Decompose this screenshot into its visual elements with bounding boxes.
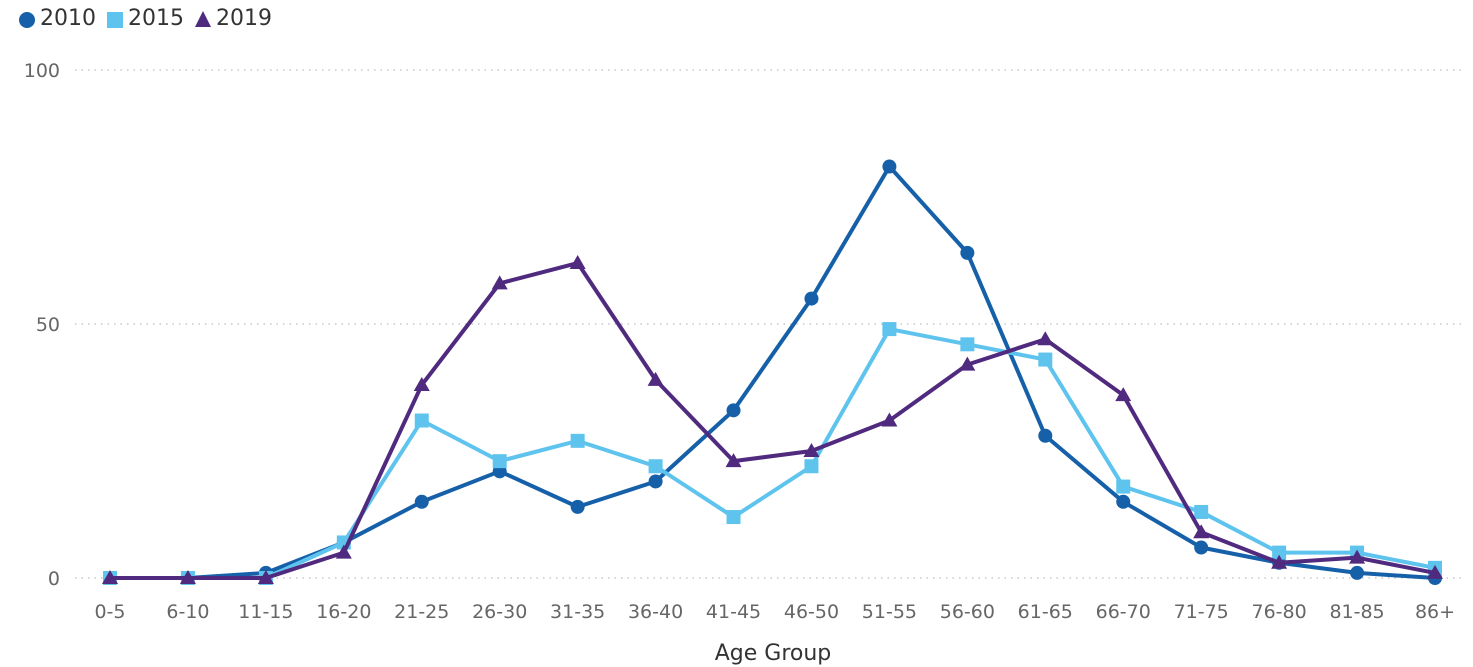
data-point[interactable]: [1194, 504, 1209, 519]
data-point[interactable]: [804, 459, 819, 474]
data-point[interactable]: [1038, 428, 1053, 443]
data-point[interactable]: [882, 322, 897, 337]
data-point[interactable]: [335, 544, 352, 559]
x-tick-label: 21-25: [394, 601, 449, 623]
series-2019: [102, 255, 1443, 584]
gridlines: [75, 69, 1465, 579]
x-tick-label: 6-10: [166, 601, 209, 623]
data-point[interactable]: [1350, 565, 1365, 580]
data-point[interactable]: [1272, 545, 1287, 560]
legend: 2010 2015 2019: [18, 6, 272, 31]
data-point[interactable]: [881, 412, 898, 427]
data-point[interactable]: [959, 356, 976, 371]
data-point[interactable]: [804, 291, 819, 306]
x-tick-label: 26-30: [472, 601, 527, 623]
data-point[interactable]: [882, 159, 897, 174]
data-point[interactable]: [570, 499, 585, 514]
series-line: [110, 327, 1436, 580]
legend-item-2019[interactable]: 2019: [194, 6, 272, 31]
data-point[interactable]: [1037, 331, 1054, 346]
series-2010: [103, 159, 1442, 585]
series-2015: [103, 322, 1442, 585]
x-tick-label: 36-40: [628, 601, 683, 623]
x-tick-label: 0-5: [94, 601, 125, 623]
data-point[interactable]: [414, 413, 429, 428]
series-line: [110, 261, 1436, 580]
data-point[interactable]: [570, 433, 585, 448]
data-point[interactable]: [648, 459, 663, 474]
data-point[interactable]: [726, 403, 741, 418]
x-tick-label: 86+: [1415, 601, 1455, 623]
series-group: [102, 159, 1443, 585]
x-tick-label: 66-70: [1096, 601, 1151, 623]
square-marker-icon: [107, 11, 123, 28]
x-tick-label: 46-50: [784, 601, 839, 623]
legend-label-2019: 2019: [216, 6, 272, 31]
legend-item-2015[interactable]: 2015: [106, 6, 184, 31]
y-tick-label: 100: [24, 60, 60, 82]
data-point[interactable]: [1194, 540, 1209, 555]
triangle-marker-icon: [195, 10, 211, 27]
data-point[interactable]: [492, 454, 507, 469]
data-point[interactable]: [179, 570, 196, 584]
data-point[interactable]: [414, 494, 429, 509]
x-tick-label: 16-20: [316, 601, 371, 623]
x-tick-label: 56-60: [940, 601, 995, 623]
x-tick-label: 11-15: [238, 601, 293, 623]
data-point[interactable]: [102, 570, 118, 584]
x-axis-ticks: 0-5 6-10 11-15 16-20 21-25 26-30 31-35 36-40 41-…: [94, 601, 1455, 623]
x-tick-label: 41-45: [706, 601, 761, 623]
data-point[interactable]: [725, 453, 742, 468]
y-axis-ticks: 0 50 100: [24, 60, 60, 590]
series-line: [110, 164, 1436, 580]
data-point[interactable]: [1115, 387, 1132, 402]
x-tick-label: 71-75: [1174, 601, 1229, 623]
data-point[interactable]: [726, 510, 741, 525]
x-tick-label: 31-35: [550, 601, 605, 623]
x-tick-label: 81-85: [1329, 601, 1384, 623]
data-point[interactable]: [1038, 352, 1053, 367]
data-point[interactable]: [569, 255, 586, 270]
data-point[interactable]: [1271, 554, 1288, 569]
data-point[interactable]: [1116, 479, 1131, 494]
x-tick-label: 51-55: [862, 601, 917, 623]
data-point[interactable]: [491, 275, 508, 290]
data-point[interactable]: [960, 245, 975, 260]
legend-label-2010: 2010: [40, 6, 96, 31]
data-point[interactable]: [413, 376, 430, 391]
legend-label-2015: 2015: [128, 6, 184, 31]
data-point[interactable]: [1349, 549, 1366, 564]
data-point[interactable]: [257, 570, 274, 584]
data-point[interactable]: [960, 337, 975, 352]
data-point[interactable]: [1427, 564, 1443, 579]
y-tick-label: 50: [36, 314, 60, 336]
legend-item-2010[interactable]: 2010: [18, 6, 96, 31]
circle-marker-icon: [19, 11, 35, 28]
data-point[interactable]: [1116, 494, 1131, 509]
x-tick-label: 61-65: [1018, 601, 1073, 623]
y-tick-label: 0: [48, 568, 60, 590]
data-point[interactable]: [1193, 524, 1210, 539]
data-point[interactable]: [803, 443, 820, 457]
data-point[interactable]: [648, 474, 663, 489]
x-tick-label: 76-80: [1252, 601, 1307, 623]
x-axis-title: Age Group: [715, 641, 832, 666]
data-point[interactable]: [647, 371, 664, 386]
